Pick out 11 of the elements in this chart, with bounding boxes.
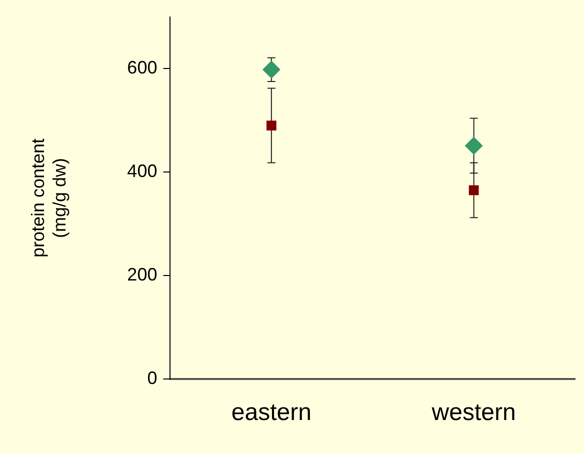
y-tick-label: 600 (127, 58, 158, 78)
y-tick-label: 0 (147, 368, 158, 388)
y-axis-title: protein content (mg/g dw) (28, 138, 70, 258)
point (262, 60, 280, 79)
point (464, 136, 483, 155)
y-tick-label: 200 (127, 264, 158, 285)
x-tick-label: eastern (231, 399, 312, 426)
point (468, 185, 479, 196)
y-tick-label: 400 (127, 161, 158, 182)
x-tick-label: western (430, 399, 516, 426)
point (266, 120, 276, 130)
